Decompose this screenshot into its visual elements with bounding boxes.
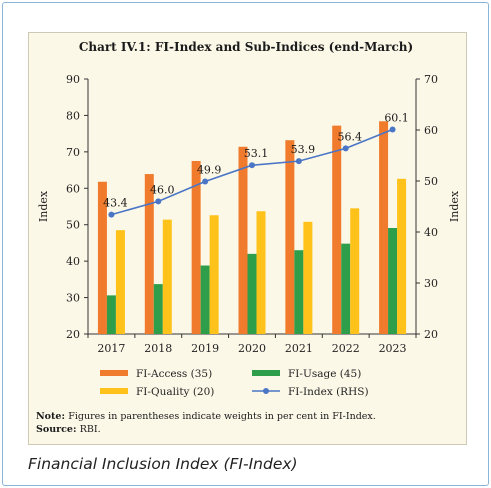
bar-fi-quality: [162, 219, 172, 334]
bar-fi-access: [144, 174, 154, 334]
x-tick-label: 2019: [191, 342, 219, 355]
x-tick-label: 2022: [332, 342, 360, 355]
y-tick-label-left: 60: [66, 182, 80, 195]
bar-fi-quality: [397, 178, 407, 334]
bar-fi-usage: [200, 265, 210, 334]
fi-index-point: [295, 158, 302, 165]
x-tick-label: 2020: [238, 342, 266, 355]
bar-fi-quality: [350, 208, 360, 334]
fi-index-point: [108, 211, 115, 218]
bar-fi-usage: [153, 284, 163, 334]
note-text: RBI.: [80, 424, 101, 435]
y-tick-label-left: 70: [66, 146, 80, 159]
y-tick-label-right: 60: [424, 124, 438, 137]
bar-fi-quality: [209, 215, 219, 334]
fi-index-data-label: 49.9: [197, 164, 222, 177]
fi-index-point: [155, 198, 162, 205]
fi-index-data-label: 56.4: [337, 130, 362, 143]
bar-fi-access: [379, 121, 389, 334]
bar-fi-access: [332, 125, 342, 334]
bar-fi-access: [285, 140, 295, 334]
bar-fi-usage: [106, 295, 116, 334]
y-axis-title-left: Index: [37, 190, 50, 222]
y-tick-label-right: 40: [424, 226, 438, 239]
legend-label: FI-Quality (20): [136, 386, 214, 398]
bar-fi-access: [97, 181, 107, 334]
fi-index-data-label: 60.1: [384, 111, 409, 124]
y-tick-label-right: 70: [424, 73, 438, 86]
legend-swatch: [100, 370, 128, 376]
y-tick-label-right: 50: [424, 175, 438, 188]
legend-label: FI-Index (RHS): [288, 386, 369, 398]
figure-caption: Financial Inclusion Index (FI-Index): [28, 455, 298, 473]
y-tick-label-left: 20: [66, 328, 80, 341]
bar-fi-quality: [115, 230, 125, 334]
bar-fi-usage: [341, 243, 351, 334]
chart-title: Chart IV.1: FI-Index and Sub-Indices (en…: [79, 40, 413, 54]
bar-fi-usage: [294, 250, 304, 334]
fi-index-data-label: 43.4: [103, 197, 128, 210]
fi-index-point: [342, 145, 349, 152]
y-tick-label-left: 80: [66, 109, 80, 122]
note-label: Source:: [36, 424, 80, 435]
bar-fi-usage: [388, 227, 398, 334]
bar-fi-quality: [303, 221, 313, 334]
bar-fi-usage: [247, 253, 257, 334]
y-tick-label-left: 50: [66, 219, 80, 232]
y-tick-label-right: 30: [424, 277, 438, 290]
legend-swatch: [252, 370, 280, 376]
y-tick-label-left: 30: [66, 292, 80, 305]
bar-fi-access: [238, 146, 248, 334]
fi-index-data-label: 53.9: [291, 143, 316, 156]
x-tick-label: 2017: [97, 342, 125, 355]
y-tick-label-left: 40: [66, 255, 80, 268]
fi-index-point: [389, 126, 396, 133]
x-tick-label: 2021: [285, 342, 313, 355]
note-text: Figures in parentheses indicate weights …: [68, 411, 376, 422]
legend-label: FI-Access (35): [136, 368, 212, 380]
note-line: Source: RBI.: [36, 424, 101, 435]
legend-label: FI-Usage (45): [288, 368, 361, 380]
legend-swatch: [100, 388, 128, 394]
y-tick-label-right: 20: [424, 328, 438, 341]
bar-fi-access: [191, 160, 201, 334]
note-label: Note:: [36, 411, 68, 422]
y-axis-title-right: Index: [448, 190, 461, 222]
note-line: Note: Figures in parentheses indicate we…: [36, 411, 376, 422]
legend-swatch-marker: [263, 388, 269, 394]
fi-index-point: [249, 162, 255, 169]
fi-index-point: [202, 178, 209, 185]
x-tick-label: 2018: [144, 342, 172, 355]
x-tick-label: 2023: [379, 342, 407, 355]
fi-index-data-label: 46.0: [150, 183, 175, 196]
y-tick-label-left: 90: [66, 73, 80, 86]
bar-fi-quality: [256, 211, 266, 334]
fi-index-data-label: 53.1: [244, 147, 269, 160]
